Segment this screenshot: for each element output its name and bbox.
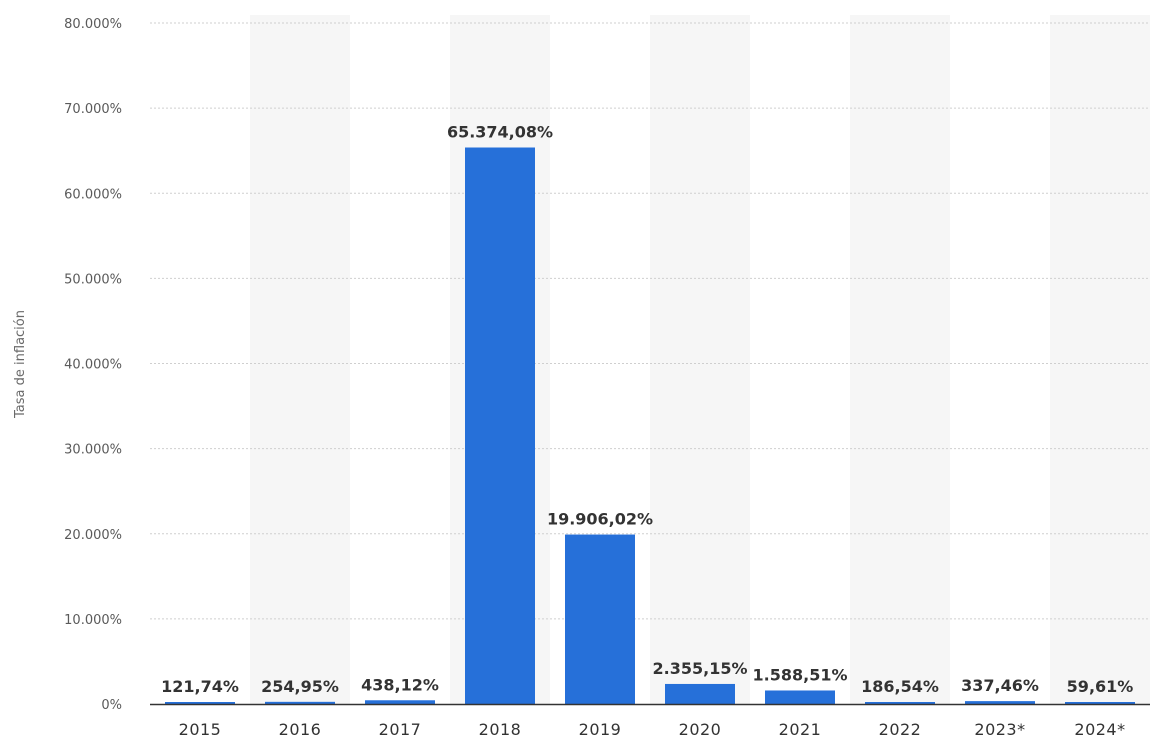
bar-2017[interactable] [365, 700, 435, 704]
x-tick-label-2015: 2015 [179, 720, 222, 739]
alternating-bands [250, 15, 1150, 704]
bar-2023*[interactable] [965, 701, 1035, 704]
y-tick-label: 40.000% [64, 358, 122, 373]
x-tick-label-2017: 2017 [379, 720, 422, 739]
data-label-2024*: 59,61% [1067, 677, 1134, 696]
y-axis-ticks: 0% 10.000% 20.000% 30.000% 40.000% 50.000% 60.… [64, 17, 122, 713]
bar-2022[interactable] [865, 702, 935, 704]
bar-2016[interactable] [265, 701, 335, 704]
data-label-2021: 1.588,51% [753, 665, 848, 684]
y-tick-label: 80.000% [64, 17, 122, 32]
y-tick-label: 50.000% [64, 272, 122, 287]
y-tick-label: 20.000% [64, 528, 122, 543]
data-label-2019: 19.906,02% [547, 510, 653, 529]
y-tick-label: 10.000% [64, 613, 122, 628]
data-labels: 121,74% 254,95% 438,12% 65.374,08% 19.906,02… [161, 123, 1133, 696]
bar-2019[interactable] [565, 534, 635, 704]
y-tick-label: 70.000% [64, 102, 122, 117]
band-2022 [850, 15, 950, 704]
data-label-2016: 254,95% [261, 677, 339, 696]
data-label-2017: 438,12% [361, 675, 439, 694]
bar-2024*[interactable] [1065, 702, 1135, 704]
data-label-2015: 121,74% [161, 677, 239, 696]
bar-2018[interactable] [465, 147, 535, 704]
x-tick-label-2019: 2019 [579, 720, 622, 739]
y-axis-label: Tasa de inflación [13, 310, 28, 419]
data-label-2020: 2.355,15% [653, 659, 748, 678]
data-label-2023*: 337,46% [961, 676, 1039, 695]
data-label-2018: 65.374,08% [447, 123, 553, 142]
bar-2015[interactable] [165, 702, 235, 704]
x-tick-label-2016: 2016 [279, 720, 322, 739]
x-tick-label-2018: 2018 [479, 720, 522, 739]
bar-2020[interactable] [665, 683, 735, 704]
band-2016 [250, 15, 350, 704]
x-tick-label-2023*: 2023* [974, 720, 1025, 739]
x-tick-label-2022: 2022 [879, 720, 922, 739]
gridlines [150, 22, 1150, 620]
data-label-2022: 186,54% [861, 677, 939, 696]
x-axis-ticks: 2015 2016 2017 2018 2019 2020 2021 2022 2023* 202… [179, 720, 1125, 739]
y-tick-label: 60.000% [64, 187, 122, 202]
band-2020 [650, 15, 750, 704]
x-tick-label-2024*: 2024* [1074, 720, 1125, 739]
bar-2021[interactable] [765, 690, 835, 704]
bars [165, 147, 1135, 704]
x-tick-label-2020: 2020 [679, 720, 722, 739]
y-tick-label: 0% [101, 698, 122, 713]
band-2024* [1050, 15, 1150, 704]
x-tick-label-2021: 2021 [779, 720, 822, 739]
y-tick-label: 30.000% [64, 443, 122, 458]
